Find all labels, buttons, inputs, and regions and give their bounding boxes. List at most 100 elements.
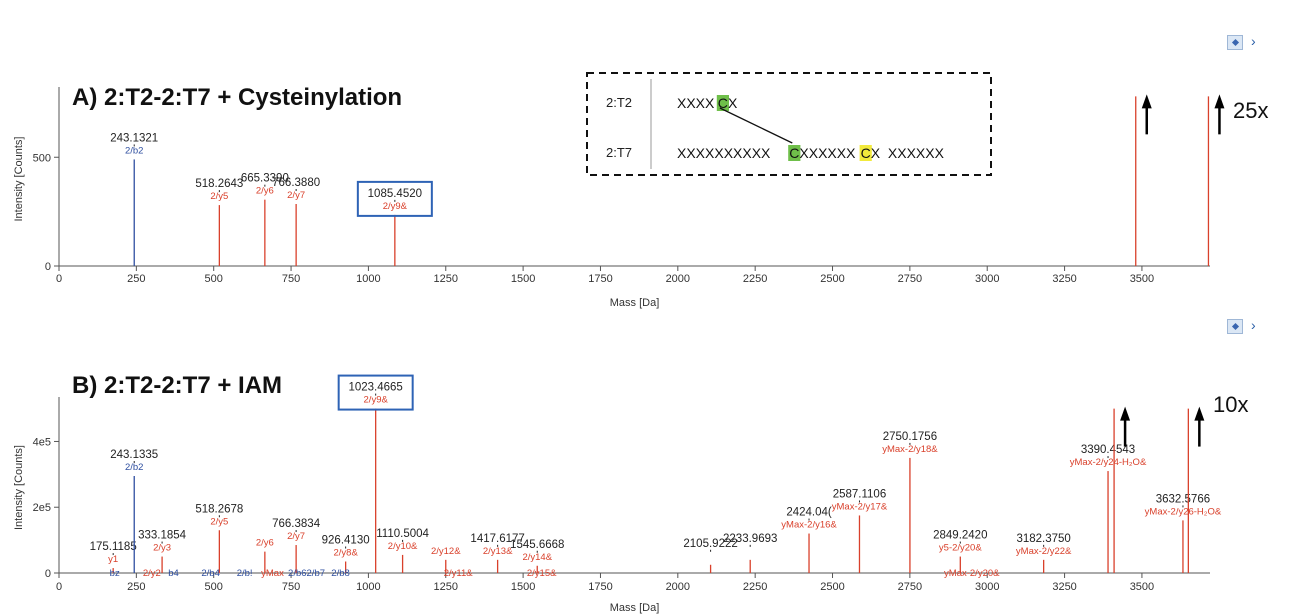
- ion-label: 2/y9&: [364, 395, 389, 406]
- x-tick-label: 1750: [588, 273, 612, 285]
- ion-label: yMax-2/y18&: [882, 444, 938, 455]
- highlight-box: [356, 180, 433, 217]
- x-tick-label: 1000: [356, 581, 380, 593]
- ion-label: 2/y3: [153, 543, 171, 554]
- ion-label: 2/b2: [125, 462, 144, 473]
- mass-label: 2424.04(: [786, 507, 832, 519]
- sequence-segment: X XXXXXX: [871, 145, 945, 161]
- pin-icon[interactable]: [1227, 319, 1243, 334]
- mass-label: 1417.6177: [470, 533, 524, 545]
- baseline-ion-label: 2/y2: [143, 568, 161, 579]
- mass-label: 243.1321: [110, 132, 158, 144]
- mass-label: 766.3880: [272, 177, 320, 189]
- ion-label: 2/y5: [210, 516, 228, 527]
- x-axis-label: Mass [Da]: [610, 297, 660, 309]
- mass-label: 926.4130: [322, 534, 370, 546]
- mass-label: 175.1185: [90, 541, 137, 553]
- sequence-segment: XXXXXX: [799, 145, 856, 161]
- ion-label: 2/b2: [125, 145, 144, 156]
- ion-label: 2/y5: [210, 191, 228, 202]
- x-tick-label: 1500: [511, 581, 535, 593]
- x-tick-label: 2750: [898, 273, 922, 285]
- scale-annotation: 10x: [1213, 392, 1248, 417]
- x-tick-label: 3500: [1130, 273, 1154, 285]
- baseline-ion-label: 2/b4: [201, 568, 220, 579]
- x-tick-label: 750: [282, 581, 300, 593]
- x-tick-label: 3500: [1130, 581, 1154, 593]
- x-tick-label: 0: [56, 581, 62, 593]
- mass-label: 1023.4665: [348, 382, 402, 394]
- baseline-ion-label: b4: [168, 568, 179, 579]
- ion-label: 2/y14&: [522, 552, 552, 563]
- chart-title: B) 2:T2-2:T7 + IAM: [72, 372, 282, 399]
- ion-label: yMax-2/y26-H₂O&: [1145, 506, 1222, 517]
- x-tick-label: 1750: [588, 581, 612, 593]
- cysteine-highlight-green: [716, 95, 729, 111]
- x-tick-label: 500: [205, 273, 223, 285]
- x-tick-label: 2250: [743, 581, 767, 593]
- mass-label: 2587.1106: [833, 488, 887, 500]
- ion-label: yMax-2/y17&: [832, 501, 888, 512]
- mass-label: 766.3834: [272, 518, 321, 530]
- sequence-segment: C: [718, 95, 728, 111]
- x-tick-label: 2500: [820, 273, 844, 285]
- baseline-ion-label: 2/b8: [331, 568, 350, 579]
- x-tick-label: 1500: [511, 273, 535, 285]
- x-tick-label: 2000: [666, 273, 690, 285]
- x-tick-label: 2750: [898, 581, 922, 593]
- disulfide-bond-line: [719, 107, 793, 144]
- arrow-head: [1120, 406, 1131, 421]
- baseline-ion-label: bz: [110, 568, 120, 579]
- ion-label: 2/y12&: [431, 546, 461, 557]
- baseline-ion-label: yMax: [261, 568, 284, 579]
- sequence-segment: C: [861, 145, 871, 161]
- x-tick-label: 1250: [434, 581, 458, 593]
- mass-label: 3390.4543: [1081, 444, 1135, 456]
- baseline-ion-label: 2/b!: [237, 568, 253, 579]
- x-tick-label: 1000: [356, 273, 380, 285]
- ion-label: 2/y9&: [383, 201, 408, 212]
- x-tick-label: 500: [205, 581, 223, 593]
- x-tick-label: 250: [127, 581, 145, 593]
- ion-label: 2/y6: [256, 538, 274, 549]
- mass-label: 665.3390: [241, 173, 289, 185]
- arrow-head: [1141, 94, 1152, 109]
- cysteine-highlight-yellow: [859, 145, 872, 161]
- mass-label: 1110.5004: [376, 528, 429, 540]
- mass-label: 2233.9693: [723, 533, 777, 545]
- mass-label: 518.2678: [195, 503, 243, 515]
- x-tick-label: 3250: [1052, 273, 1076, 285]
- x-tick-label: 2500: [820, 581, 844, 593]
- x-axis-label: Mass [Da]: [610, 602, 660, 614]
- pin-icon[interactable]: [1227, 35, 1243, 50]
- baseline-ion-label: 2/y15&: [527, 568, 557, 579]
- y-tick-label: 4e5: [33, 436, 51, 448]
- mass-label: 2849.2420: [933, 530, 987, 542]
- chevron-right-icon[interactable]: ›: [1251, 317, 1256, 333]
- ion-label: yMax-2/y22&: [1016, 546, 1072, 557]
- baseline-ion-label: 2/y11&: [444, 568, 474, 579]
- ion-label: yMax-2/y24-H₂O&: [1070, 457, 1147, 468]
- arrow-head: [1214, 94, 1225, 109]
- x-tick-label: 2250: [743, 273, 767, 285]
- y-axis-label: Intensity [Counts]: [13, 137, 25, 222]
- y-axis-label: Intensity [Counts]: [13, 445, 25, 530]
- sequence-segment: X: [728, 95, 738, 111]
- x-tick-label: 2000: [666, 581, 690, 593]
- ion-label: y5-2/y20&: [939, 543, 982, 554]
- mass-label: 1085.4520: [368, 188, 422, 200]
- mass-label: 3182.3750: [1016, 533, 1070, 545]
- baseline-ion-label: yMax-2/y20&: [944, 568, 1000, 579]
- ion-label: y1: [108, 554, 118, 565]
- chevron-right-icon[interactable]: ›: [1251, 33, 1256, 49]
- scale-annotation: 25x: [1233, 98, 1268, 123]
- x-tick-label: 250: [127, 273, 145, 285]
- ion-label: yMax-2/y16&: [781, 520, 837, 531]
- inset-row-label: 2:T2: [606, 95, 632, 110]
- mass-label: 2105.9222: [683, 538, 737, 550]
- ion-label: 2/y7: [287, 190, 305, 201]
- sequence-segment: C: [789, 145, 799, 161]
- ion-label: 2/y6: [256, 186, 274, 197]
- cysteine-highlight-green: [788, 145, 801, 161]
